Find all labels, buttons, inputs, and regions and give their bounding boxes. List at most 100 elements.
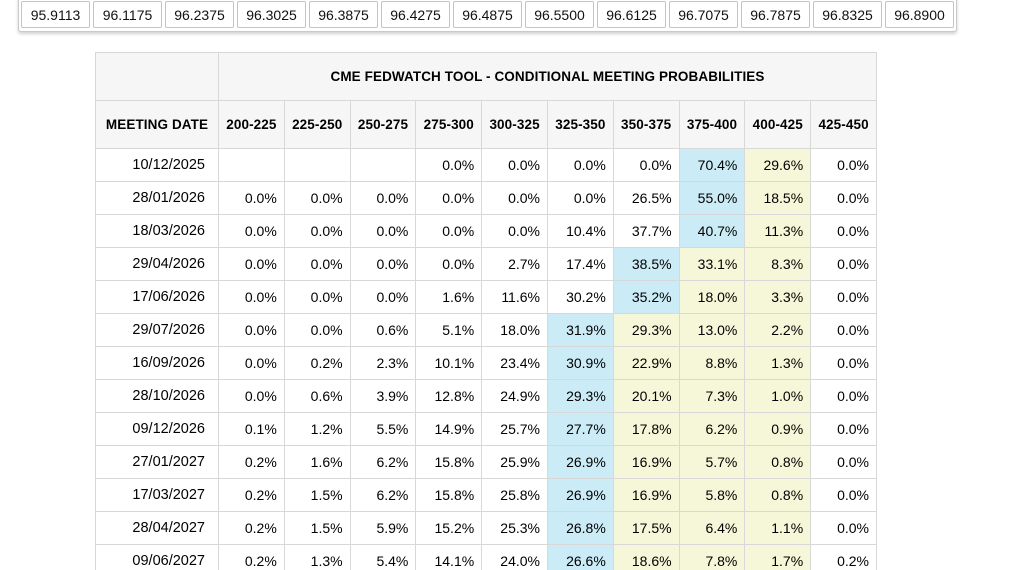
meeting-date-cell: 18/03/2026	[95, 214, 219, 248]
meeting-date-cell: 27/01/2027	[95, 445, 219, 479]
table-row: 28/04/2027 0.2% 1.5% 5.9% 15.2% 25.3% 26.8% 17.…	[95, 511, 877, 545]
probability-cell: 0.0%	[481, 181, 548, 215]
probability-cell: 11.6%	[481, 280, 548, 314]
probability-cell: 0.0%	[349, 280, 417, 314]
meeting-date-cell: 29/04/2026	[95, 247, 219, 281]
probability-cell: 0.0%	[810, 313, 877, 347]
probability-cell: 24.9%	[481, 379, 548, 413]
probability-cell: 0.0%	[283, 181, 351, 215]
probability-cell: 18.0%	[481, 313, 548, 347]
probability-cell: 0.0%	[415, 148, 483, 182]
probability-cell: 0.0%	[481, 148, 548, 182]
probability-cell: 0.0%	[810, 412, 877, 446]
futures-price-cell: 96.2375	[165, 1, 234, 28]
meeting-date-cell: 28/01/2026	[95, 181, 219, 215]
meeting-date-cell: 09/06/2027	[95, 544, 219, 570]
futures-price-cell: 95.9113	[21, 1, 90, 28]
probability-cell: 1.2%	[283, 412, 351, 446]
probability-cell: 6.2%	[349, 445, 417, 479]
probability-cell: 0.0%	[810, 247, 877, 281]
probability-cell: 0.6%	[283, 379, 351, 413]
probability-cell: 6.4%	[678, 511, 746, 545]
fedwatch-probability-table: CME FEDWATCH TOOL - CONDITIONAL MEETING …	[95, 52, 877, 570]
probability-cell: 26.9%	[546, 445, 614, 479]
probability-cell: 26.9%	[546, 478, 614, 512]
probability-cell: 0.0%	[218, 181, 285, 215]
probability-cell: 55.0%	[678, 181, 746, 215]
probability-cell: 14.9%	[415, 412, 483, 446]
probability-cell: 5.4%	[349, 544, 417, 570]
probability-cell: 0.0%	[349, 247, 417, 281]
probability-cell: 0.0%	[810, 181, 877, 215]
probability-cell: 1.3%	[744, 346, 812, 380]
probability-cell: 29.3%	[546, 379, 614, 413]
meeting-date-header: MEETING DATE	[95, 100, 219, 149]
probability-cell: 0.0%	[218, 214, 285, 248]
probability-cell: 31.9%	[546, 313, 614, 347]
probability-cell: 25.9%	[481, 445, 548, 479]
probability-cell: 0.0%	[810, 214, 877, 248]
probability-cell: 3.9%	[349, 379, 417, 413]
probability-cell: 25.7%	[481, 412, 548, 446]
probability-cell: 12.8%	[415, 379, 483, 413]
probability-cell: 37.7%	[612, 214, 680, 248]
rate-range-header: 250-275	[349, 100, 417, 149]
probability-cell: 2.2%	[744, 313, 812, 347]
probability-cell: 0.0%	[810, 346, 877, 380]
probability-cell: 0.0%	[810, 511, 877, 545]
probability-cell: 3.3%	[744, 280, 812, 314]
probability-cell: 30.2%	[546, 280, 614, 314]
probability-cell: 0.0%	[810, 478, 877, 512]
probability-cell: 8.8%	[678, 346, 746, 380]
probability-cell: 0.0%	[218, 346, 285, 380]
rate-range-header: 350-375	[612, 100, 680, 149]
probability-cell: 16.9%	[612, 478, 680, 512]
probability-cell: 1.5%	[283, 478, 351, 512]
probability-cell: 8.3%	[744, 247, 812, 281]
rate-range-header: 300-325	[481, 100, 548, 149]
probability-cell: 22.9%	[612, 346, 680, 380]
probability-cell: 70.4%	[678, 148, 746, 182]
probability-cell: 0.8%	[744, 445, 812, 479]
probability-cell: 0.0%	[810, 280, 877, 314]
probability-cell: 0.0%	[810, 445, 877, 479]
probability-cell: 0.0%	[218, 379, 285, 413]
probability-cell: 0.1%	[218, 412, 285, 446]
probability-cell: 0.2%	[218, 511, 285, 545]
table-row: 17/06/2026 0.0% 0.0% 0.0% 1.6% 11.6% 30.2% 35.2…	[95, 280, 877, 314]
meeting-date-cell: 29/07/2026	[95, 313, 219, 347]
rate-range-header: 225-250	[283, 100, 351, 149]
probability-cell: 0.0%	[546, 181, 614, 215]
probability-cell: 0.0%	[283, 247, 351, 281]
probability-cell: 0.0%	[218, 280, 285, 314]
probability-cell: 26.8%	[546, 511, 614, 545]
probability-cell: 0.9%	[744, 412, 812, 446]
probability-cell: 0.2%	[218, 544, 285, 570]
probability-cell: 17.5%	[612, 511, 680, 545]
futures-price-cell: 96.8900	[885, 1, 954, 28]
futures-price-cell: 96.8325	[813, 1, 882, 28]
table-row: 28/01/2026 0.0% 0.0% 0.0% 0.0% 0.0% 0.0% 26.5% 5…	[95, 181, 877, 215]
probability-cell: 0.0%	[612, 148, 680, 182]
meeting-date-cell: 28/10/2026	[95, 379, 219, 413]
table-row: 09/12/2026 0.1% 1.2% 5.5% 14.9% 25.7% 27.7% 17.…	[95, 412, 877, 446]
futures-price-cell: 96.5500	[525, 1, 594, 28]
probability-cell: 15.8%	[415, 445, 483, 479]
table-row: 28/10/2026 0.0% 0.6% 3.9% 12.8% 24.9% 29.3% 20.…	[95, 379, 877, 413]
futures-price-cell: 96.4875	[453, 1, 522, 28]
probability-cell: 18.6%	[612, 544, 680, 570]
futures-price-cell: 96.4275	[381, 1, 450, 28]
futures-price-strip: 95.9113 96.1175 96.2375 96.3025 96.3875 96.42…	[18, 0, 957, 32]
probability-cell: 24.0%	[481, 544, 548, 570]
probability-cell: 0.0%	[481, 214, 548, 248]
meeting-date-cell: 16/09/2026	[95, 346, 219, 380]
probability-cell: 1.1%	[744, 511, 812, 545]
rate-range-header: 275-300	[415, 100, 483, 149]
probability-cell: 40.7%	[678, 214, 746, 248]
probability-cell: 17.4%	[546, 247, 614, 281]
probability-cell: 25.8%	[481, 478, 548, 512]
probability-cell: 0.0%	[218, 247, 285, 281]
probability-cell: 0.2%	[218, 445, 285, 479]
table-row: 09/06/2027 0.2% 1.3% 5.4% 14.1% 24.0% 26.6% 18.…	[95, 544, 877, 570]
